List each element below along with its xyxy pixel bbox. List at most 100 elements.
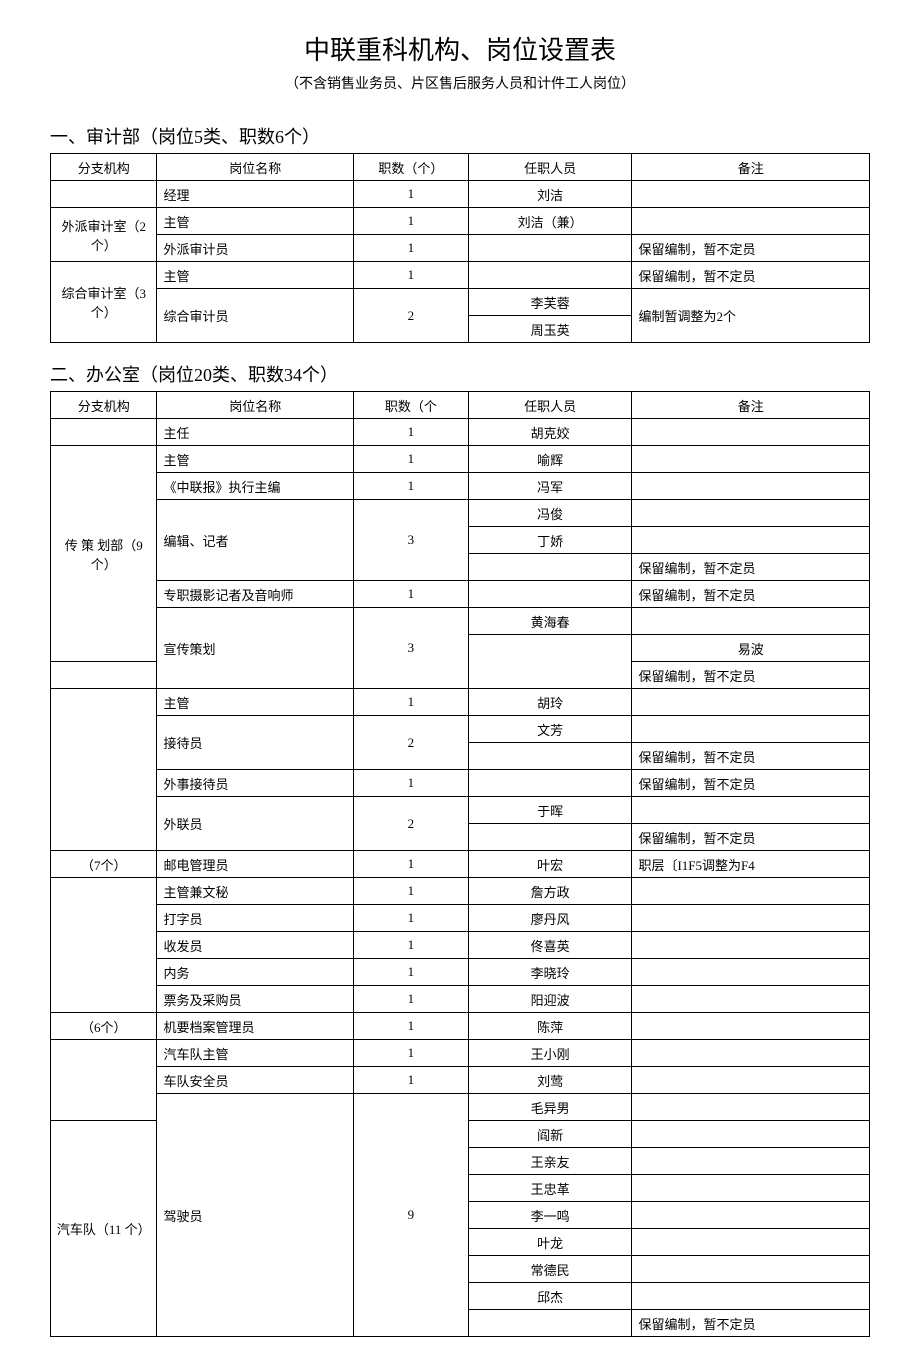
cell-post: 接待员: [157, 716, 354, 770]
cell-note: 保留编制，暂不定员: [632, 1310, 870, 1337]
column-header: 备注: [632, 392, 870, 419]
cell-branch: 汽车队（11 个）: [51, 1121, 157, 1337]
cell-note: 编制暂调整为2个: [632, 289, 870, 343]
cell-count: 1: [354, 689, 469, 716]
cell-note: 职层〔I1F5调整为F4: [632, 851, 870, 878]
cell-note: [632, 986, 870, 1013]
table-row: 《中联报》执行主编1冯军: [51, 473, 870, 500]
table-row: 综合审计室（3个）主管1保留编制，暂不定员: [51, 262, 870, 289]
cell-person: [51, 662, 157, 689]
cell-person: 廖丹风: [468, 905, 632, 932]
cell-note: [632, 181, 870, 208]
cell-person: 丁娇: [468, 527, 632, 554]
cell-person: [468, 262, 632, 289]
cell-post: 主管兼文秘: [157, 878, 354, 905]
cell-person: 王小刚: [468, 1040, 632, 1067]
cell-note: [632, 1013, 870, 1040]
cell-person: [468, 743, 632, 770]
cell-post: 驾驶员: [157, 1094, 354, 1337]
column-header: 职数（个）: [354, 154, 469, 181]
cell-count: 1: [354, 986, 469, 1013]
cell-person: 李芙蓉: [468, 289, 632, 316]
cell-note: 保留编制，暂不定员: [632, 235, 870, 262]
table-row: 票务及采购员1阳迎波: [51, 986, 870, 1013]
table-row: 汽车队主管1王小刚: [51, 1040, 870, 1067]
cell-count: 1: [354, 959, 469, 986]
cell-person: 常德民: [468, 1256, 632, 1283]
table-row: （6个）机要档案管理员1陈萍: [51, 1013, 870, 1040]
cell-note: 保留编制，暂不定员: [632, 554, 870, 581]
table-row: 打字员1廖丹风: [51, 905, 870, 932]
cell-note: [632, 932, 870, 959]
cell-count: 2: [354, 289, 469, 343]
cell-count: 1: [354, 878, 469, 905]
table-row: 外派审计室（2个）主管1刘洁（兼）: [51, 208, 870, 235]
cell-count: 1: [354, 208, 469, 235]
cell-person: 王亲友: [468, 1148, 632, 1175]
cell-note: [632, 1229, 870, 1256]
table-row: 收发员1佟喜英: [51, 932, 870, 959]
table-row: 驾驶员9毛异男: [51, 1094, 870, 1121]
cell-count: 1: [354, 446, 469, 473]
cell-note: [632, 1121, 870, 1148]
cell-note: [632, 1175, 870, 1202]
column-header: 岗位名称: [157, 392, 354, 419]
cell-person: 王忠革: [468, 1175, 632, 1202]
cell-post: 主管: [157, 208, 354, 235]
cell-note: [632, 1283, 870, 1310]
cell-post: 外事接待员: [157, 770, 354, 797]
table-row: 主管1胡玲: [51, 689, 870, 716]
cell-note: [632, 527, 870, 554]
cell-person: 刘洁（兼）: [468, 208, 632, 235]
column-header: 职数（个: [354, 392, 469, 419]
table-row: 外派审计员1保留编制，暂不定员: [51, 235, 870, 262]
cell-branch: 传 策 划部（9个）: [51, 446, 157, 662]
cell-note: [632, 1094, 870, 1121]
cell-person: 胡克姣: [468, 419, 632, 446]
cell-count: 1: [354, 181, 469, 208]
cell-branch: （6个）: [51, 1013, 157, 1040]
cell-post: 汽车队主管: [157, 1040, 354, 1067]
cell-person: 于晖: [468, 797, 632, 824]
cell-note: [632, 419, 870, 446]
table-row: 外联员2于晖: [51, 797, 870, 824]
table-row: 编辑、记者3冯俊: [51, 500, 870, 527]
cell-note: 保留编制，暂不定员: [632, 262, 870, 289]
cell-person: 陈萍: [468, 1013, 632, 1040]
cell-branch: [51, 689, 157, 851]
cell-count: 2: [354, 797, 469, 851]
cell-note: [632, 1067, 870, 1094]
cell-post: 专职摄影记者及音响师: [157, 581, 354, 608]
cell-person: 刘洁: [468, 181, 632, 208]
table-row: （7个）邮电管理员1叶宏职层〔I1F5调整为F4: [51, 851, 870, 878]
cell-post: 主管: [157, 262, 354, 289]
cell-branch: [51, 181, 157, 208]
cell-person: 刘莺: [468, 1067, 632, 1094]
cell-note: [632, 208, 870, 235]
cell-branch: [51, 419, 157, 446]
cell-post: 主管: [157, 689, 354, 716]
cell-person: [468, 554, 632, 581]
cell-person: 喻辉: [468, 446, 632, 473]
cell-post: 机要档案管理员: [157, 1013, 354, 1040]
cell-person: 阳迎波: [468, 986, 632, 1013]
table-row: 综合审计员2李芙蓉编制暂调整为2个: [51, 289, 870, 316]
column-header: 任职人员: [468, 154, 632, 181]
cell-post: 邮电管理员: [157, 851, 354, 878]
cell-note: 保留编制，暂不定员: [632, 662, 870, 689]
cell-person: 佟喜英: [468, 932, 632, 959]
table-row: 专职摄影记者及音响师1保留编制，暂不定员: [51, 581, 870, 608]
cell-count: 1: [354, 905, 469, 932]
cell-note: [632, 716, 870, 743]
cell-person: 周玉英: [468, 316, 632, 343]
table-row: 内务1李晓玲: [51, 959, 870, 986]
cell-note: [632, 689, 870, 716]
cell-branch: （7个）: [51, 851, 157, 878]
cell-count: 3: [354, 500, 469, 581]
cell-person: 李晓玲: [468, 959, 632, 986]
cell-count: 1: [354, 851, 469, 878]
cell-note: [632, 1202, 870, 1229]
table-row: 主管兼文秘1詹方政: [51, 878, 870, 905]
table-row: 主任1胡克姣: [51, 419, 870, 446]
table-row: 传 策 划部（9个）主管1喻辉: [51, 446, 870, 473]
